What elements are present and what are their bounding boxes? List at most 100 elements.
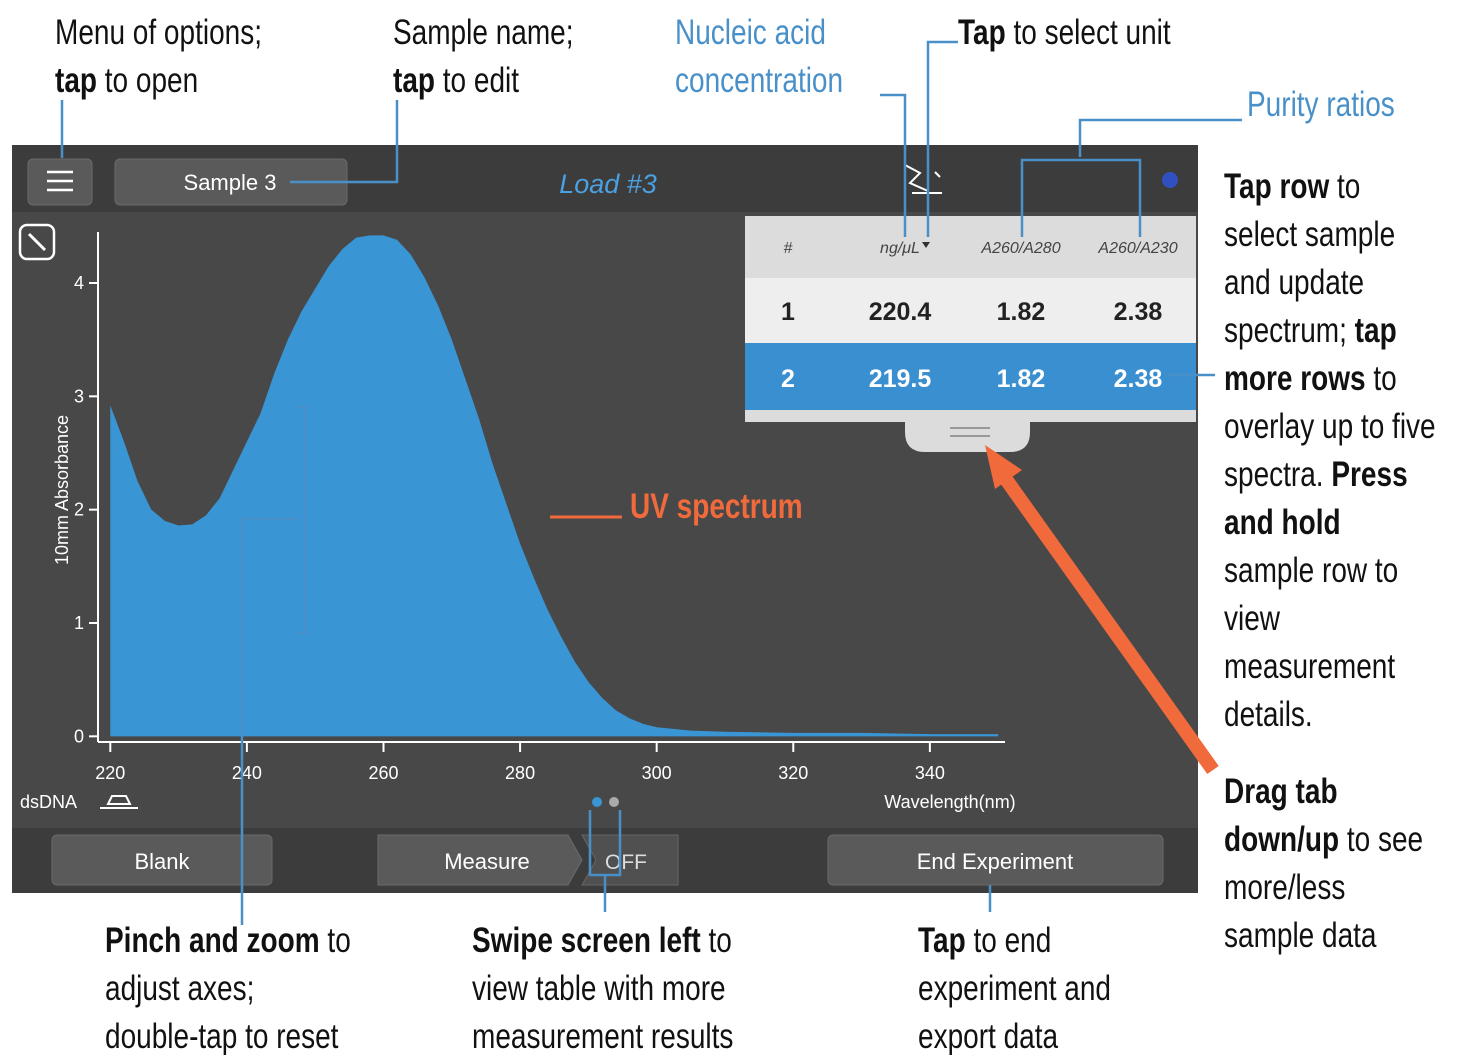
annotation-line: Menu of options; xyxy=(55,12,262,52)
annotation-text: concentration xyxy=(675,60,843,100)
annotation-text: to xyxy=(701,920,732,960)
sample-type: dsDNA xyxy=(20,792,77,812)
annotation-text: Tap row xyxy=(1224,166,1330,206)
unit-dropdown[interactable] xyxy=(922,242,930,248)
annotation-text: sample row to xyxy=(1224,550,1398,590)
annotation-text: Press xyxy=(1331,454,1407,494)
annotation-line: Tap row to xyxy=(1224,166,1360,206)
annotation-text: to xyxy=(1366,358,1397,398)
table-cell: 1.82 xyxy=(997,298,1046,326)
annotation-text: view xyxy=(1224,598,1280,638)
load-label: Load #3 xyxy=(559,169,657,199)
blank-label: Blank xyxy=(134,849,190,874)
table-cell: 1.82 xyxy=(997,365,1046,393)
table-cell: 2 xyxy=(781,365,795,393)
table-header: ng/μL xyxy=(880,240,920,257)
x-tick-label: 220 xyxy=(95,763,125,783)
annotation-text: and update xyxy=(1224,262,1364,302)
toggle-button[interactable] xyxy=(581,834,679,886)
annotation-text: Nucleic acid xyxy=(675,12,826,52)
annotation-line: tap to edit xyxy=(393,60,519,100)
annotation-text: more/less xyxy=(1224,867,1345,907)
table-cell: 2.38 xyxy=(1114,365,1163,393)
annotation-line: Swipe screen left to xyxy=(472,920,732,960)
y-tick-label: 2 xyxy=(74,500,84,520)
y-tick-label: 1 xyxy=(74,613,84,633)
x-tick-label: 240 xyxy=(232,763,262,783)
annotation-text: to select unit xyxy=(1006,12,1171,52)
table-cell: 219.5 xyxy=(869,365,932,393)
annotation-text: measurement results xyxy=(472,1016,733,1055)
annotation-line: overlay up to five xyxy=(1224,406,1436,446)
annotation-text: measurement xyxy=(1224,646,1395,686)
annotation-text: tap xyxy=(393,60,435,100)
annotation-line: Purity ratios xyxy=(1247,84,1395,124)
annotation-line: measurement results xyxy=(472,1016,733,1055)
annotation-text: spectra. xyxy=(1224,454,1331,494)
annotation-line: tap to open xyxy=(55,60,198,100)
annotation-text: Pinch and zoom xyxy=(105,920,320,960)
annotation-text: select sample xyxy=(1224,214,1395,254)
annotation-line: view xyxy=(1224,598,1280,638)
annotation-text: double-tap to reset xyxy=(105,1016,339,1055)
annotation-line: Sample name; xyxy=(393,12,574,52)
end-label: End Experiment xyxy=(917,849,1074,874)
annotation-line: more/less xyxy=(1224,867,1345,907)
table-header: A260/A280 xyxy=(980,240,1060,257)
annotation-text: to edit xyxy=(435,60,519,100)
zoom-reset-arrows xyxy=(27,232,47,252)
annotation-text: experiment and xyxy=(918,968,1111,1008)
sample-name[interactable]: Sample 3 xyxy=(184,170,277,195)
annotation-text: sample data xyxy=(1224,915,1377,955)
annotation-text: Purity ratios xyxy=(1247,84,1395,124)
annotation-line: sample data xyxy=(1224,915,1377,955)
annotation-text: tap xyxy=(55,60,97,100)
annotation-text: Swipe screen left xyxy=(472,920,701,960)
spectrum-area xyxy=(110,235,999,737)
end-button[interactable] xyxy=(827,834,1164,886)
table-row-selected[interactable] xyxy=(745,343,1196,410)
annotation-text: and hold xyxy=(1224,502,1341,542)
x-tick-label: 320 xyxy=(778,763,808,783)
x-tick-label: 340 xyxy=(915,763,945,783)
annotation-line: Drag tab xyxy=(1224,771,1338,811)
measure-button[interactable] xyxy=(377,834,583,886)
annotation-line: spectra. Press xyxy=(1224,454,1408,494)
annotation-line: export data xyxy=(918,1016,1058,1055)
page-dot[interactable] xyxy=(609,797,619,807)
annotation-text: down/up xyxy=(1224,819,1339,859)
annotation-text: to xyxy=(1329,166,1360,206)
annotation-line: more rows to xyxy=(1224,358,1397,398)
annotation-line: double-tap to reset xyxy=(105,1016,339,1055)
annotation-text: to see xyxy=(1339,819,1423,859)
annotation-line: Tap to select unit xyxy=(958,12,1171,52)
toggle-label: OFF xyxy=(605,851,647,874)
annotation-line: and hold xyxy=(1224,502,1341,542)
annotation-line: details. xyxy=(1224,694,1313,734)
annotation-line: UV spectrum xyxy=(630,486,803,526)
annotation-text: Tap xyxy=(958,12,1006,52)
page-dot-active[interactable] xyxy=(592,797,602,807)
annotation-line: spectrum; tap xyxy=(1224,310,1397,350)
annotation-text: spectrum; xyxy=(1224,310,1355,350)
annotation-text: Drag tab xyxy=(1224,771,1338,811)
annotation-text: adjust axes; xyxy=(105,968,254,1008)
leader-lines xyxy=(60,40,1242,925)
menu-icon xyxy=(47,170,73,192)
annotation-line: experiment and xyxy=(918,968,1111,1008)
annotation-text: view table with more xyxy=(472,968,726,1008)
blank-button[interactable] xyxy=(51,834,273,886)
y-axis-title: 10mm Absorbance xyxy=(52,415,72,565)
table-cell: 1 xyxy=(781,298,795,326)
annotation-text: to xyxy=(320,920,351,960)
zoom-reset-icon[interactable] xyxy=(18,223,56,261)
pedestal-icon xyxy=(100,795,138,809)
y-tick-label: 4 xyxy=(74,273,84,293)
x-tick-label: 260 xyxy=(368,763,398,783)
annotation-text: tap xyxy=(1355,310,1397,350)
x-tick-label: 280 xyxy=(505,763,535,783)
y-tick-label: 3 xyxy=(74,386,84,406)
table-row[interactable] xyxy=(745,278,1196,343)
annotation-line: Nucleic acid xyxy=(675,12,826,52)
annotation-line: adjust axes; xyxy=(105,968,254,1008)
